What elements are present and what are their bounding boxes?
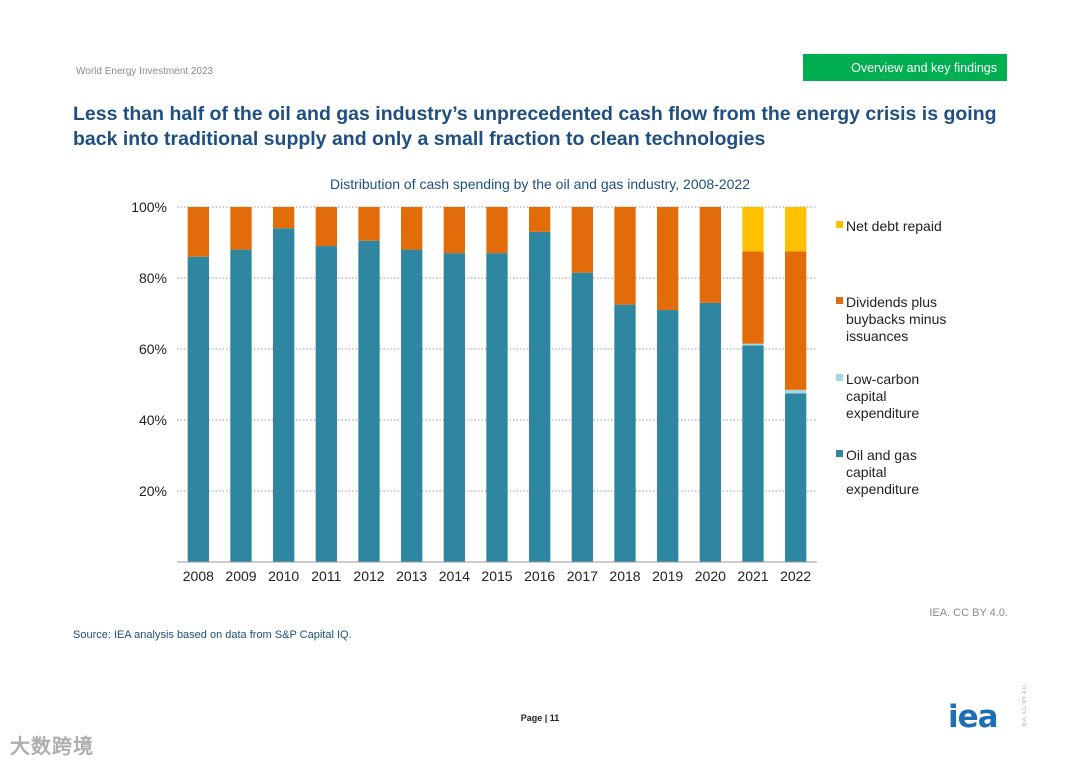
bar-segment <box>614 304 636 562</box>
bar-segment <box>742 207 764 252</box>
legend-swatch <box>836 450 843 457</box>
bar-segment <box>742 251 764 344</box>
bar-segment <box>785 207 807 252</box>
x-tick-label: 2022 <box>780 568 811 584</box>
page-title: Less than half of the oil and gas indust… <box>73 103 997 150</box>
y-tick-label: 80% <box>139 270 167 286</box>
legend-label: Net debt repaid <box>846 218 942 234</box>
bar-segment <box>529 207 551 232</box>
y-tick-label: 100% <box>131 199 167 215</box>
legend-swatch <box>836 297 843 304</box>
x-tick-label: 2018 <box>609 568 640 584</box>
bar-segment <box>401 207 423 250</box>
bar-segment <box>785 389 807 394</box>
bar-segment <box>187 207 209 257</box>
bar-segment <box>571 272 593 562</box>
bar-segment <box>443 207 465 254</box>
watermark: 大数跨境 <box>10 736 94 758</box>
x-tick-label: 2019 <box>652 568 683 584</box>
bar-segment <box>358 240 380 562</box>
bar-segment <box>443 253 465 562</box>
bar-segment <box>230 249 252 562</box>
bar-segment <box>699 207 721 303</box>
legend-swatch <box>836 374 843 381</box>
bar-segment <box>742 345 764 562</box>
bar-segment <box>529 231 551 562</box>
bar-segment <box>785 393 807 562</box>
bar-segment <box>315 246 337 563</box>
x-tick-label: 2021 <box>737 568 768 584</box>
x-tick-label: 2020 <box>695 568 726 584</box>
x-tick-label: 2011 <box>311 568 341 584</box>
legend-label: Oil and gas capital expenditure <box>846 447 919 497</box>
bar-segment <box>657 309 679 562</box>
bar-segment <box>614 207 636 305</box>
chart-title: Distribution of cash spending by the oil… <box>329 176 750 192</box>
bar-segment <box>273 228 295 563</box>
bar-segment <box>571 207 593 273</box>
report-name: World Energy Investment 2023 <box>76 66 214 77</box>
x-tick-label: 2008 <box>183 568 214 584</box>
bar-segment <box>187 256 209 562</box>
legend-label: Dividends plus buybacks minus issuances <box>846 294 946 344</box>
x-tick-label: 2016 <box>524 568 555 584</box>
stacked-bar-chart: 20% 40% 60% 80% 100% 2008 2009 2010 2011 2012 2013… <box>131 199 946 584</box>
bar-segment <box>699 302 721 562</box>
bar-segment <box>315 207 337 247</box>
bar-segment <box>230 207 252 250</box>
section-tag[interactable]: Overview and key findings <box>803 54 1007 81</box>
bar-segment <box>401 249 423 562</box>
x-tick-label: 2009 <box>225 568 256 584</box>
iea-logo: iea <box>948 699 999 735</box>
x-tick-label: 2017 <box>567 568 598 584</box>
source-note: Source: IEA analysis based on data from … <box>73 629 352 641</box>
x-tick-label: 2013 <box>396 568 427 584</box>
legend-swatch <box>836 221 843 228</box>
side-license-text: IEA. CC BY 4.0. <box>1022 684 1028 727</box>
bar-segment <box>657 207 679 310</box>
x-tick-label: 2015 <box>481 568 512 584</box>
y-tick-label: 40% <box>139 412 167 428</box>
bar-segment <box>486 207 508 254</box>
bar-segment <box>486 253 508 562</box>
bar-segment <box>742 343 764 346</box>
x-tick-label: 2010 <box>268 568 299 584</box>
bar-segment <box>273 207 295 229</box>
legend-label: Low-carbon capital expenditure <box>846 371 919 421</box>
license-credit: IEA. CC BY 4.0. <box>929 607 1008 619</box>
page-number: Page | 11 <box>520 713 560 723</box>
x-tick-label: 2012 <box>353 568 384 584</box>
bar-segment <box>358 207 380 241</box>
bar-segment <box>785 251 807 390</box>
x-tick-label: 2014 <box>439 568 470 584</box>
y-tick-label: 20% <box>139 483 167 499</box>
y-tick-label: 60% <box>139 341 167 357</box>
